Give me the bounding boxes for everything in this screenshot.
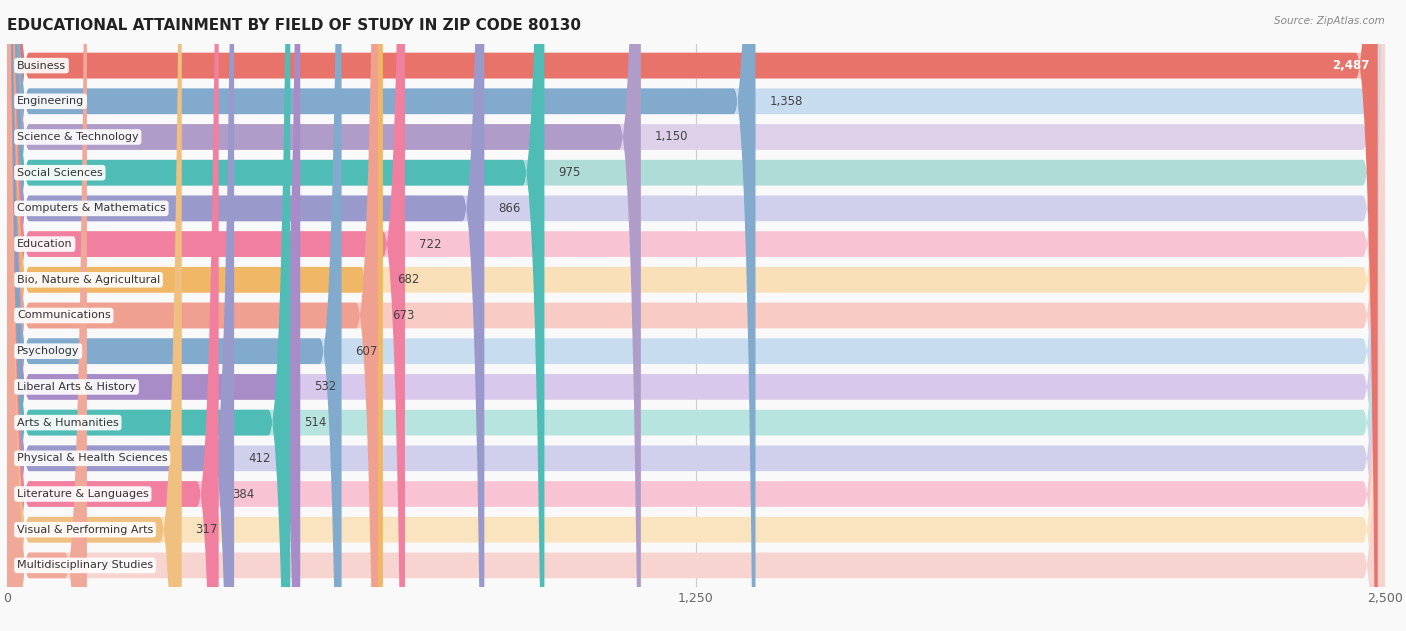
FancyBboxPatch shape (7, 0, 1385, 631)
Text: 145: 145 (101, 559, 124, 572)
Text: Science & Technology: Science & Technology (17, 132, 139, 142)
FancyBboxPatch shape (7, 0, 641, 631)
Text: 722: 722 (419, 238, 441, 251)
Text: 1,150: 1,150 (655, 131, 688, 143)
FancyBboxPatch shape (7, 0, 1385, 631)
FancyBboxPatch shape (7, 0, 87, 631)
Text: Business: Business (17, 61, 66, 71)
FancyBboxPatch shape (7, 0, 544, 631)
FancyBboxPatch shape (7, 0, 301, 631)
Text: Physical & Health Sciences: Physical & Health Sciences (17, 453, 167, 463)
FancyBboxPatch shape (7, 0, 1385, 631)
Text: Source: ZipAtlas.com: Source: ZipAtlas.com (1274, 16, 1385, 26)
FancyBboxPatch shape (7, 0, 1385, 631)
FancyBboxPatch shape (7, 0, 405, 631)
FancyBboxPatch shape (7, 0, 382, 631)
Text: 975: 975 (558, 166, 581, 179)
FancyBboxPatch shape (7, 0, 1385, 631)
FancyBboxPatch shape (7, 0, 755, 631)
FancyBboxPatch shape (7, 0, 235, 631)
FancyBboxPatch shape (7, 0, 378, 631)
FancyBboxPatch shape (7, 0, 290, 631)
FancyBboxPatch shape (7, 0, 1385, 631)
Text: Bio, Nature & Agricultural: Bio, Nature & Agricultural (17, 274, 160, 285)
FancyBboxPatch shape (7, 0, 181, 631)
Text: Psychology: Psychology (17, 346, 80, 357)
Text: 682: 682 (396, 273, 419, 286)
Text: Visual & Performing Arts: Visual & Performing Arts (17, 525, 153, 534)
FancyBboxPatch shape (7, 0, 1385, 631)
FancyBboxPatch shape (7, 0, 484, 631)
Text: 673: 673 (392, 309, 415, 322)
FancyBboxPatch shape (7, 0, 1385, 631)
Text: 607: 607 (356, 345, 378, 358)
Text: EDUCATIONAL ATTAINMENT BY FIELD OF STUDY IN ZIP CODE 80130: EDUCATIONAL ATTAINMENT BY FIELD OF STUDY… (7, 18, 581, 33)
Text: Computers & Mathematics: Computers & Mathematics (17, 203, 166, 213)
FancyBboxPatch shape (7, 0, 1378, 631)
Text: 384: 384 (232, 488, 254, 500)
FancyBboxPatch shape (7, 0, 1385, 631)
Text: 2,487: 2,487 (1331, 59, 1369, 72)
Text: 412: 412 (247, 452, 270, 465)
Text: 317: 317 (195, 523, 218, 536)
Text: Arts & Humanities: Arts & Humanities (17, 418, 118, 428)
Text: Social Sciences: Social Sciences (17, 168, 103, 178)
Text: 1,358: 1,358 (769, 95, 803, 108)
FancyBboxPatch shape (7, 0, 1385, 631)
Text: 532: 532 (314, 380, 336, 393)
FancyBboxPatch shape (7, 0, 1385, 631)
FancyBboxPatch shape (7, 0, 1385, 631)
Text: Engineering: Engineering (17, 97, 84, 106)
Text: Communications: Communications (17, 310, 111, 321)
Text: Literature & Languages: Literature & Languages (17, 489, 149, 499)
Text: Multidisciplinary Studies: Multidisciplinary Studies (17, 560, 153, 570)
FancyBboxPatch shape (7, 0, 1385, 631)
Text: Liberal Arts & History: Liberal Arts & History (17, 382, 136, 392)
FancyBboxPatch shape (7, 0, 219, 631)
FancyBboxPatch shape (7, 0, 1385, 631)
Text: Education: Education (17, 239, 73, 249)
Text: 514: 514 (304, 416, 326, 429)
FancyBboxPatch shape (7, 0, 342, 631)
Text: 866: 866 (498, 202, 520, 215)
FancyBboxPatch shape (7, 0, 1385, 631)
